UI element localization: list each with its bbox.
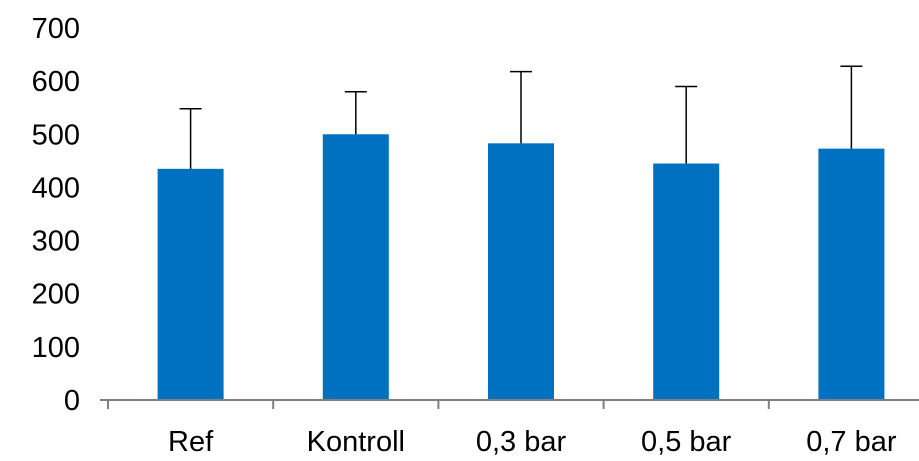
y-tick-label: 200 [32,279,80,311]
x-tick-label: 0,3 bar [476,426,567,458]
bar [322,134,389,401]
bar [488,143,554,400]
bar [157,168,224,400]
x-tick-label: Kontroll [307,426,405,458]
y-tick-label: 600 [32,66,80,98]
x-tick-label: 0,7 bar [806,426,897,458]
error-bar [179,108,202,169]
y-tick-label: 700 [32,13,80,45]
y-axis-ticks: 0 100 200 300 400 500 600 700 [32,13,80,417]
y-tick-label: 300 [32,226,80,258]
error-bar [675,85,698,164]
x-axis-labels: Ref Kontroll 0,3 bar 0,5 bar 0,7 bar [168,426,897,458]
bar [653,163,720,400]
error-bars [179,65,863,169]
y-tick-label: 0 [64,385,80,417]
x-tick-label: 0,5 bar [641,426,732,458]
x-axis-ticks [107,400,770,409]
x-tick-label: Ref [168,426,214,458]
bar-series [157,134,885,401]
y-tick-label: 100 [32,332,80,364]
bar [818,148,885,400]
y-tick-label: 500 [32,119,80,151]
error-bar [840,65,863,149]
y-tick-label: 400 [32,172,80,204]
error-bar [344,91,367,135]
error-bar [510,70,532,144]
